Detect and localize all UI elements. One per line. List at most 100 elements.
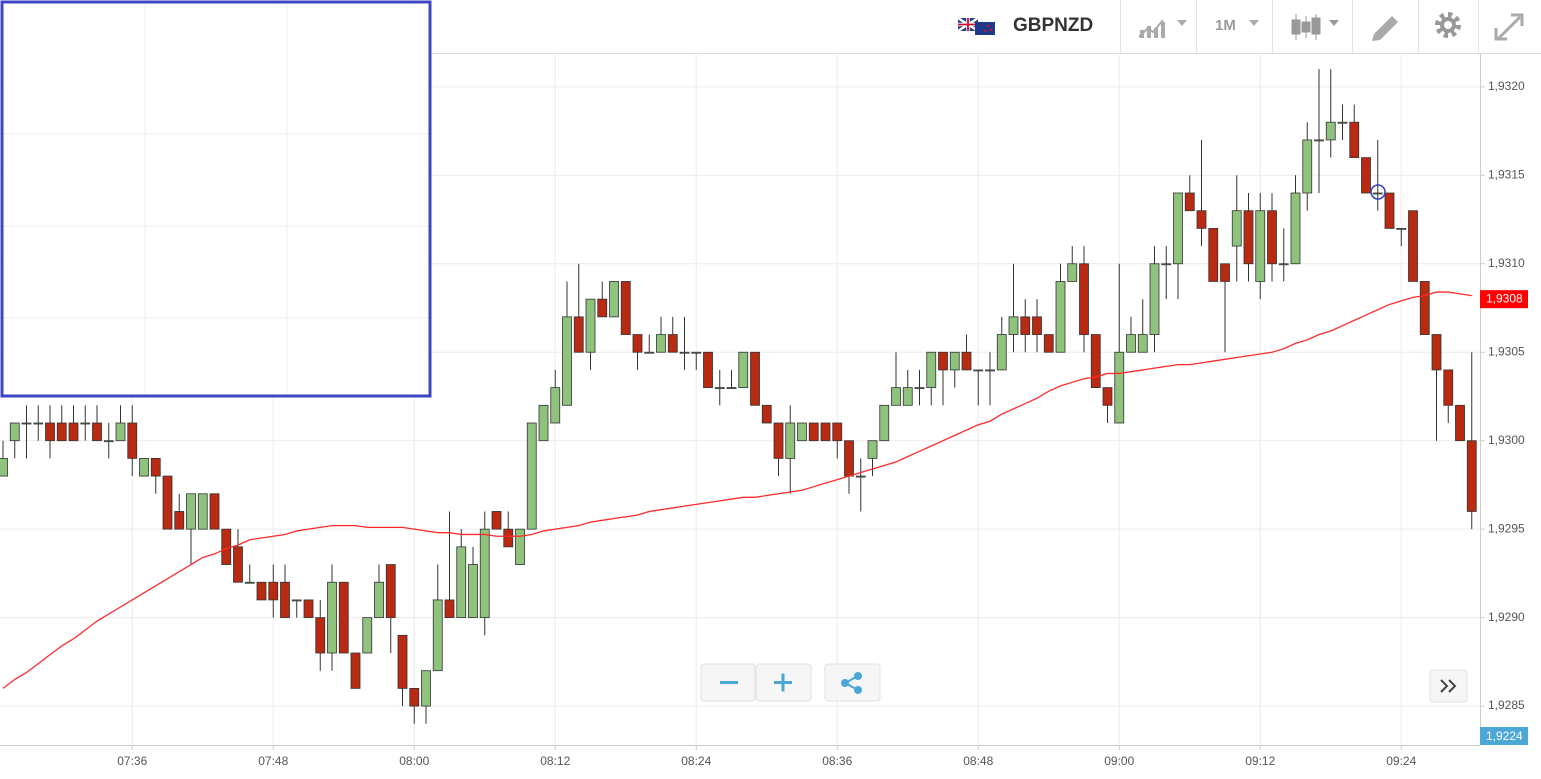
candle-body	[280, 581, 290, 619]
candle-body	[550, 387, 561, 424]
candle-body	[1255, 210, 1266, 282]
candle-body	[914, 387, 925, 390]
y-tick-label: 1,9320	[1488, 79, 1525, 93]
candle-body	[808, 422, 819, 442]
candle-body	[1408, 210, 1418, 282]
candle-body	[456, 546, 467, 619]
ma-value: 1,9308	[1486, 291, 1523, 305]
candle-body	[256, 581, 267, 601]
candle-body	[902, 387, 913, 406]
candle-body	[1220, 263, 1230, 282]
candle-body	[1466, 440, 1477, 512]
y-tick-label: 1,9285	[1488, 698, 1525, 712]
interval-button[interactable]: 1M	[1215, 17, 1259, 34]
zoom-out-button[interactable]	[700, 663, 756, 702]
candle-body	[644, 351, 655, 354]
candle-body	[303, 599, 314, 619]
candle-body	[891, 387, 901, 406]
candle-body	[726, 387, 737, 390]
candle-body	[1161, 263, 1172, 266]
candle-body	[1396, 227, 1407, 230]
candle-body	[656, 334, 666, 353]
toolbar: GBPNZD 1M	[432, 0, 1541, 54]
candle-body	[1419, 281, 1430, 335]
candle-body	[1184, 192, 1195, 212]
candle-body	[867, 440, 878, 459]
candle-body	[397, 634, 408, 689]
candle-body	[56, 422, 67, 442]
x-tick-label: 07:48	[258, 754, 288, 768]
candle-body	[1372, 192, 1383, 195]
y-tick-label: 1,9290	[1488, 610, 1525, 624]
candle-body	[773, 422, 784, 459]
candle-body	[362, 617, 373, 654]
candle-body	[432, 599, 443, 672]
candle-body	[315, 617, 326, 654]
candle-body	[1090, 334, 1101, 389]
flag-icon	[957, 16, 995, 35]
candle-body	[1079, 263, 1089, 335]
price-badges: 1,9308	[1480, 290, 1528, 309]
indicators-button[interactable]	[1291, 14, 1339, 40]
x-tick-label: 09:00	[1104, 754, 1134, 768]
draw-button[interactable]	[1372, 16, 1398, 41]
y-tick-label: 1,9305	[1488, 344, 1525, 358]
settings-button[interactable]	[1435, 12, 1461, 38]
chart-type-button[interactable]	[1138, 19, 1187, 38]
candle-body	[1290, 192, 1301, 265]
candle-body	[174, 511, 185, 530]
candle-body	[385, 564, 396, 619]
candle-body	[1431, 334, 1442, 371]
candle-body	[9, 422, 20, 442]
zoom-in-button[interactable]	[755, 663, 812, 702]
candle-body	[820, 422, 831, 442]
candle-body	[961, 351, 972, 371]
candle-body	[714, 387, 725, 390]
candle-body	[750, 351, 760, 406]
candle-body	[186, 493, 196, 530]
candle-body	[785, 422, 796, 459]
y-tick-label: 1,9300	[1488, 433, 1525, 447]
candle-body	[127, 422, 138, 459]
candle-body	[949, 351, 960, 371]
candle-body	[374, 581, 384, 619]
candle-body	[1055, 281, 1066, 353]
x-tick-label: 08:36	[822, 754, 852, 768]
scroll-end-button[interactable]	[1429, 669, 1468, 703]
candle-body	[538, 404, 549, 442]
candle-body	[926, 351, 937, 389]
candle-body	[1020, 316, 1031, 335]
candle-body	[268, 581, 279, 601]
cursor-badge	[1480, 727, 1528, 745]
candle-body	[996, 334, 1007, 371]
candle-body	[150, 457, 161, 477]
candle-body	[479, 528, 490, 619]
fullscreen-button[interactable]	[1494, 13, 1524, 41]
x-tick-label: 09:24	[1386, 754, 1416, 768]
candle-body	[844, 440, 854, 477]
candle-body	[21, 422, 32, 425]
moving-average-line	[2, 291, 1472, 689]
candle-body	[1443, 369, 1454, 406]
candle-body	[92, 422, 102, 442]
candle-body	[691, 351, 702, 354]
candle-body	[632, 334, 643, 353]
x-tick-label: 08:12	[540, 754, 570, 768]
share-button[interactable]	[824, 663, 881, 702]
candle-body	[573, 316, 584, 353]
candle-body	[609, 281, 619, 318]
x-tick-label: 08:48	[963, 754, 993, 768]
candle-body	[985, 369, 995, 372]
candle-body	[468, 564, 478, 619]
x-tick-label: 09:12	[1245, 754, 1275, 768]
inset	[0, 0, 432, 398]
interval[interactable]: 1M	[1215, 17, 1236, 34]
candle-body	[1314, 139, 1324, 142]
candle-body	[1196, 210, 1207, 229]
candle-body	[409, 687, 420, 707]
candle-body	[1302, 139, 1313, 194]
candle-body	[797, 422, 807, 442]
inset-grid	[4, 4, 428, 394]
candle-body	[1173, 192, 1183, 265]
candle-body	[327, 581, 337, 654]
